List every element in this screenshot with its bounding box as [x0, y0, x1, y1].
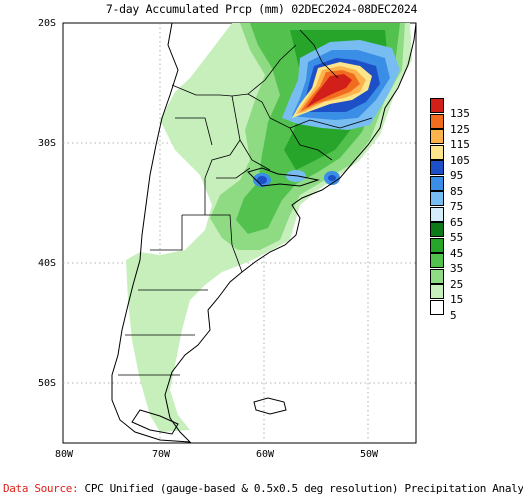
- falkland-islands: [253, 397, 287, 415]
- legend-swatch: [430, 299, 444, 315]
- legend-label: 85: [450, 184, 464, 198]
- precip-blob-3-core: [328, 175, 336, 181]
- legend-label: 125: [450, 122, 470, 136]
- legend-label: 15: [450, 293, 464, 306]
- legend-swatch: [430, 129, 444, 144]
- legend-swatch: [430, 206, 444, 222]
- coastlines: [111, 22, 417, 443]
- y-tick-20s: 20S: [38, 18, 57, 29]
- political-borders: [118, 29, 373, 376]
- precip-135plus: [306, 74, 352, 108]
- x-tick-50w: 50W: [360, 449, 379, 460]
- y-tick-30s: 30S: [38, 138, 57, 149]
- precip-blob-1-core: [257, 176, 267, 184]
- map-title: 7-day Accumulated Prcp (mm) 02DEC2024-08…: [105, 2, 418, 16]
- legend-label: 135: [450, 107, 470, 120]
- legend-swatch: [430, 98, 444, 113]
- x-tick-60w: 60W: [256, 449, 275, 460]
- x-tick-80w: 80W: [55, 449, 74, 460]
- legend-swatch: [430, 268, 444, 284]
- legend-label: 25: [450, 277, 464, 291]
- continent-outline: [111, 22, 417, 443]
- legend-label: 65: [450, 215, 464, 229]
- y-tick-40s: 40S: [38, 258, 57, 269]
- legend-label: 75: [450, 200, 464, 213]
- legend-swatch: [430, 191, 444, 206]
- legend-label: 5: [450, 308, 457, 322]
- legend-label: 105: [450, 153, 470, 167]
- legend-label: 35: [450, 262, 464, 275]
- legend-swatch: [430, 160, 444, 175]
- legend-swatch: [430, 253, 444, 268]
- estuary: [247, 167, 320, 187]
- legend-swatch: [430, 113, 444, 129]
- data-source-text: CPC Unified (gauge-based & 0.5x0.5 deg r…: [78, 482, 523, 495]
- legend-swatch: [430, 144, 444, 160]
- legend-swatch: [430, 222, 444, 237]
- southern-islands: [131, 409, 179, 435]
- legend-swatch: [430, 175, 444, 191]
- y-tick-50s: 50S: [38, 378, 57, 389]
- x-tick-70w: 70W: [152, 449, 171, 460]
- legend-swatch: [430, 284, 444, 299]
- precip-fields: [126, 23, 412, 432]
- legend-label: 115: [450, 138, 470, 151]
- legend-label: 45: [450, 246, 464, 260]
- legend-label: 55: [450, 231, 464, 244]
- legend-label: 95: [450, 169, 464, 182]
- data-source-footer: Data Source: CPC Unified (gauge-based & …: [3, 482, 523, 495]
- data-source-label: Data Source:: [3, 482, 79, 495]
- legend-swatch: [430, 237, 444, 253]
